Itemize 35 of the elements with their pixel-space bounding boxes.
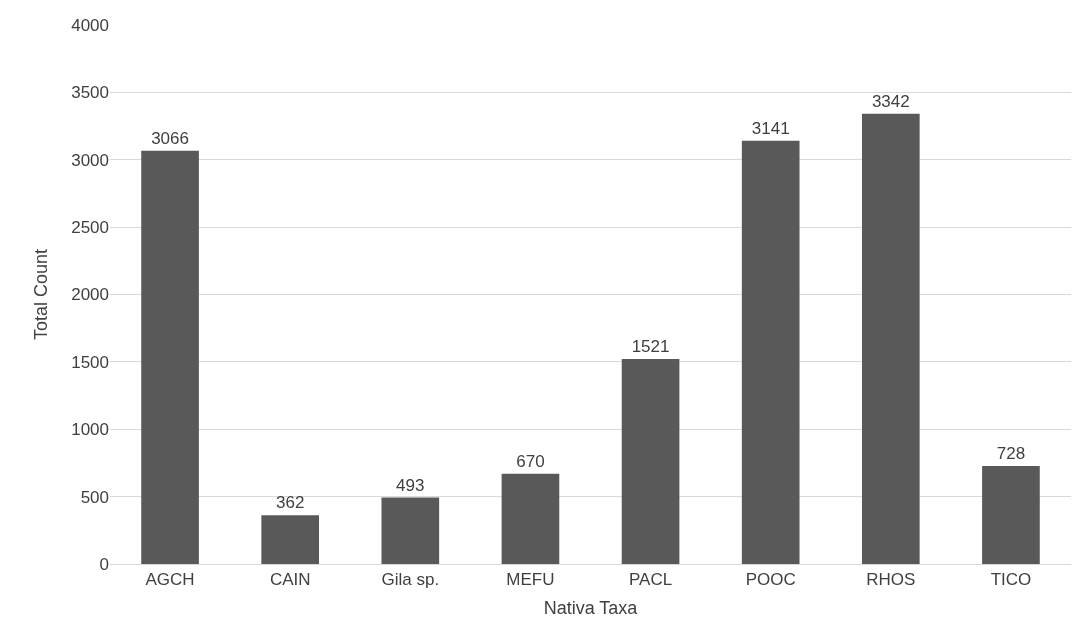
x-tick-label: TICO (990, 570, 1032, 590)
x-axis-title: Nativa Taxa (543, 597, 639, 618)
y-tick-label: 1500 (71, 352, 109, 372)
x-tick-label: AGCH (145, 570, 195, 590)
y-tick-label: 3000 (71, 150, 109, 170)
y-tick-label: 2000 (71, 285, 109, 305)
data-label: 3141 (751, 118, 790, 138)
y-tick-label: 500 (80, 487, 109, 507)
data-label: 493 (396, 475, 425, 495)
bar (621, 359, 680, 564)
bar (982, 465, 1040, 564)
y-axis-title: Total Count (31, 248, 52, 341)
y-tick-label: 4000 (71, 15, 109, 35)
x-tick-label: RHOS (866, 570, 916, 590)
bar (501, 473, 560, 564)
data-label: 3066 (151, 128, 189, 148)
bar (141, 150, 199, 564)
data-label: 3342 (871, 91, 910, 111)
x-tick-label: Gila sp. (381, 570, 440, 590)
bar (741, 140, 800, 564)
x-tick-label: POOC (745, 570, 796, 590)
y-tick-label: 2500 (71, 218, 109, 238)
y-tick-label: 0 (99, 554, 109, 574)
data-label: 362 (276, 493, 305, 513)
bar (261, 515, 320, 564)
data-label: 1521 (631, 337, 670, 357)
data-label: 670 (516, 451, 545, 471)
x-tick-label: PACL (628, 570, 673, 590)
data-label: 728 (996, 443, 1026, 463)
bar (381, 497, 440, 564)
x-tick-label: MEFU (506, 570, 555, 590)
x-tick-label: CAIN (269, 570, 311, 590)
bar (861, 113, 920, 564)
y-tick-label: 3500 (71, 83, 109, 103)
y-tick-label: 1000 (71, 420, 109, 440)
